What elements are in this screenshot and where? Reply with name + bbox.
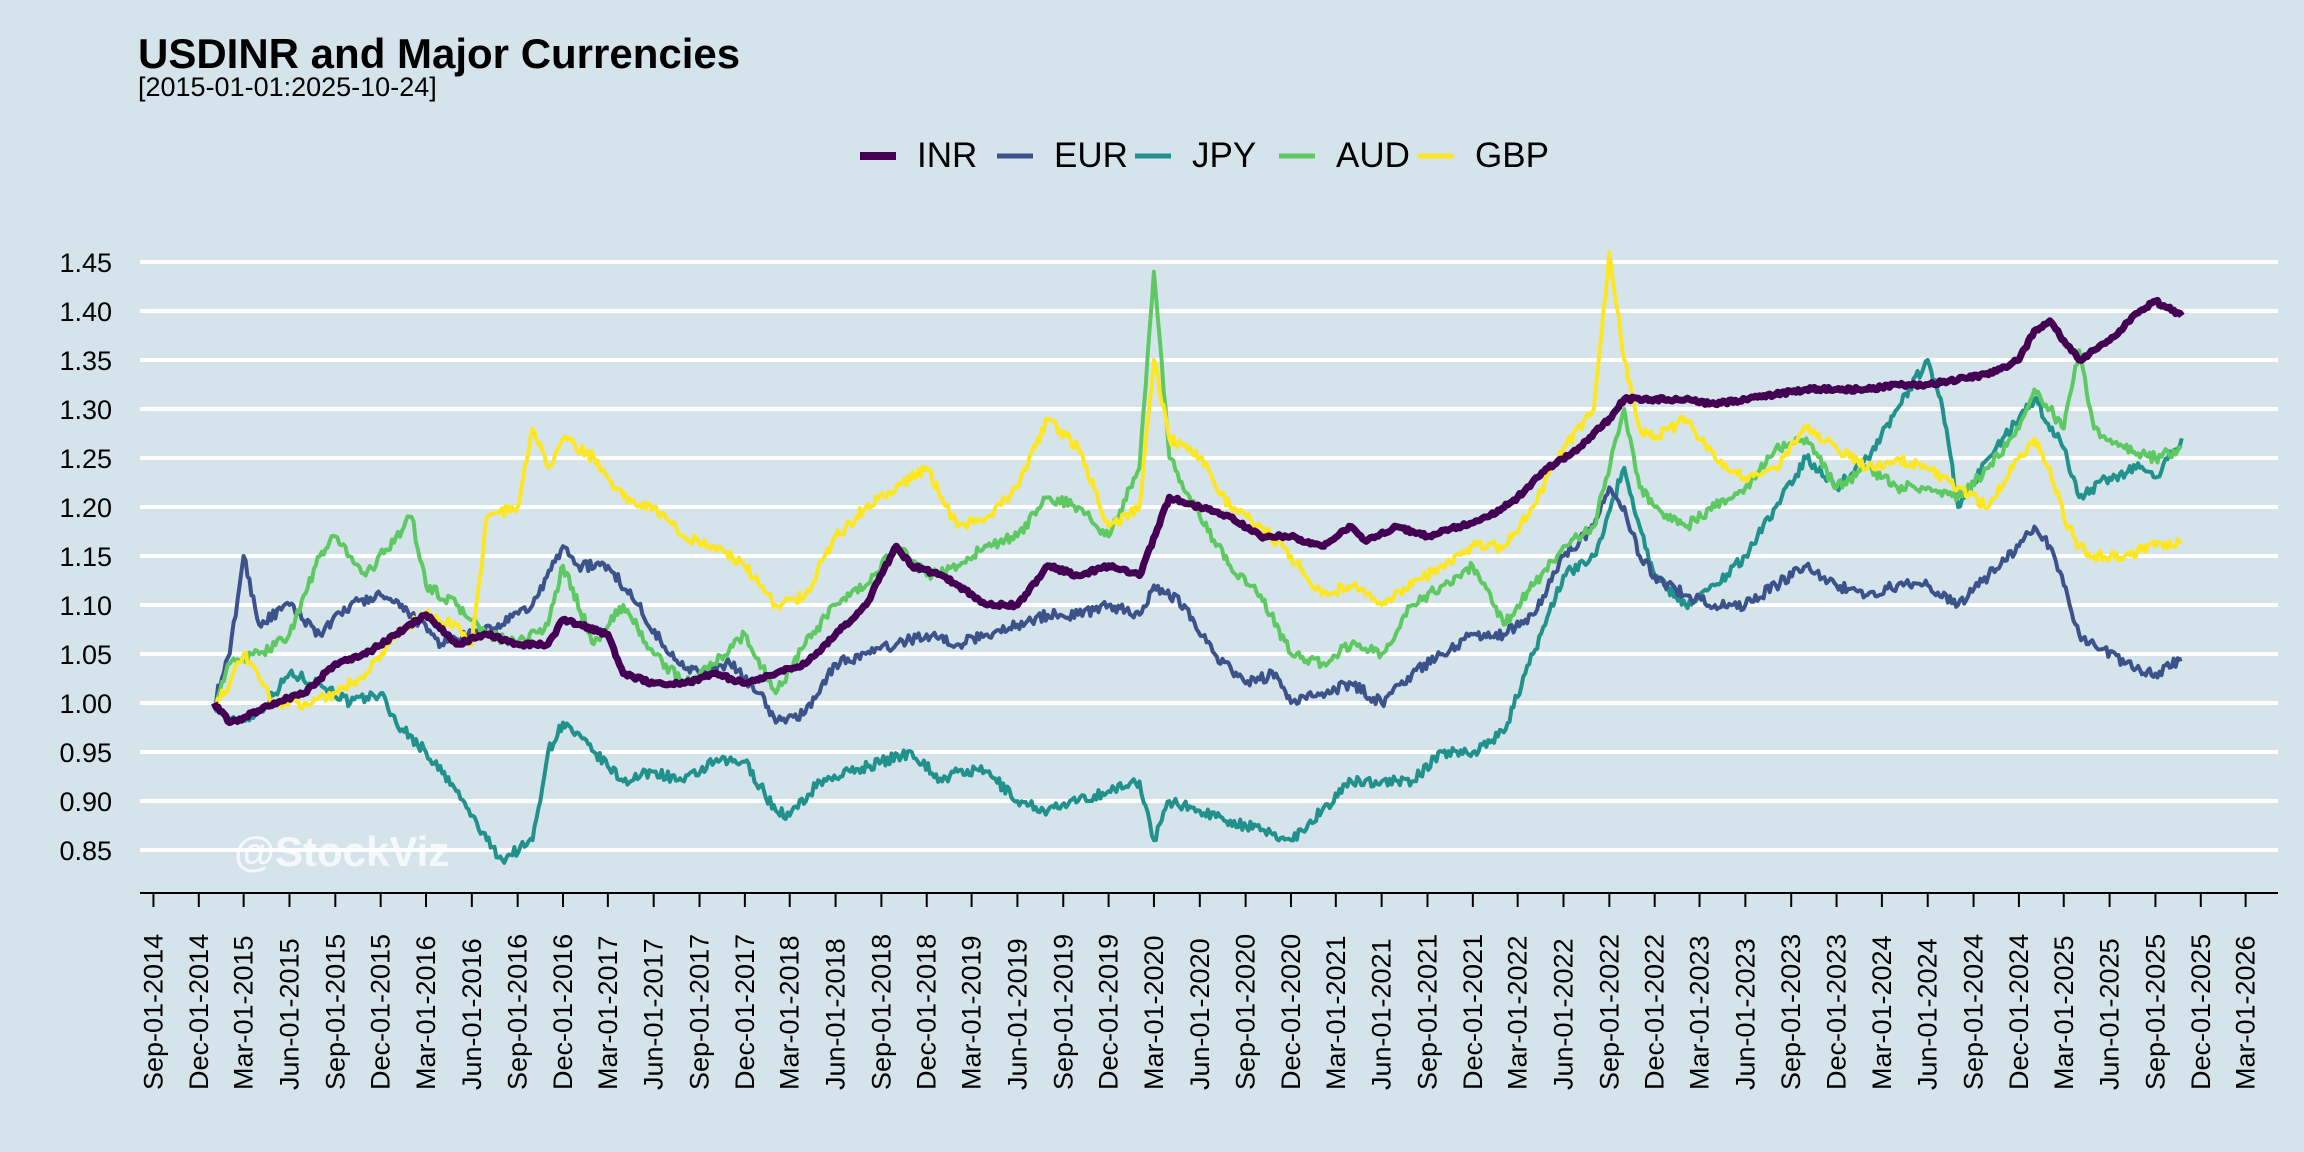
x-tick-label: Mar-01-2020 [1139,935,1169,1090]
x-tick-label: Dec-01-2016 [548,934,578,1090]
legend: INR EUR JPY AUD GBP [860,136,1549,175]
x-tick-label: Sep-01-2019 [1048,934,1078,1090]
x-tick-label: Jun-01-2020 [1185,938,1215,1090]
y-tick-label: 0.90 [59,787,112,817]
x-tick-label: Jun-01-2016 [457,938,487,1090]
x-tick-label: Mar-01-2022 [1503,935,1533,1090]
x-tick-label: Jun-01-2021 [1367,938,1397,1090]
x-tick-label: Mar-01-2021 [1321,935,1351,1090]
y-tick-label: 1.45 [59,248,112,278]
legend-label-aud: AUD [1336,136,1410,175]
x-tick-label: Dec-01-2025 [2186,934,2216,1090]
x-tick-label: Mar-01-2015 [229,935,259,1090]
y-tick-label: 1.10 [59,591,112,621]
series-line-jpy [212,358,2184,865]
y-tick-label: 0.85 [59,836,112,866]
y-tick-label: 1.00 [59,689,112,719]
y-tick-label: 1.35 [59,346,112,376]
x-tick-label: Dec-01-2015 [366,934,396,1090]
legend-label-gbp: GBP [1475,136,1549,175]
x-tick-label: Dec-01-2019 [1094,934,1124,1090]
x-tick-label: Jun-01-2019 [1002,938,1032,1090]
x-tick-label: Jun-01-2023 [1730,938,1760,1090]
x-tick-label: Sep-01-2017 [685,934,715,1090]
x-axis: Sep-01-2014 Dec-01-2014 Mar-01-2015 Jun-01-… [138,892,2278,1090]
x-tick-label: Mar-01-2017 [593,935,623,1090]
x-tick-label: Dec-01-2021 [1458,934,1488,1090]
x-tick-label: Sep-01-2023 [1776,934,1806,1090]
x-tick-label: Dec-01-2017 [730,934,760,1090]
x-tick-label: Sep-01-2016 [503,934,533,1090]
y-tick-label: 1.05 [59,640,112,670]
legend-label-inr: INR [917,136,977,175]
gridlines [140,260,2278,852]
x-tick-label: Mar-01-2016 [411,935,441,1090]
x-tick-label: Dec-01-2023 [1822,934,1852,1090]
x-tick-label: Mar-01-2019 [957,935,987,1090]
y-tick-label: 0.95 [59,738,112,768]
x-tick-label: Sep-01-2021 [1412,934,1442,1090]
x-tick-label: Dec-01-2024 [2004,934,2034,1090]
x-tick-label: Dec-01-2020 [1276,934,1306,1090]
x-tick-label: Jun-01-2015 [274,938,304,1090]
x-tick-label: Jun-01-2025 [2095,938,2125,1090]
y-tick-label: 1.40 [59,297,112,327]
x-tick-label: Sep-01-2018 [866,934,896,1090]
legend-label-eur: EUR [1054,136,1128,175]
x-tick-label: Mar-01-2026 [2231,935,2261,1090]
y-tick-label: 1.15 [59,542,112,572]
y-tick-label: 1.20 [59,493,112,523]
x-tick-label: Sep-01-2022 [1594,934,1624,1090]
series-line-inr [211,296,2185,727]
y-tick-label: 1.25 [59,444,112,474]
x-tick-label: Sep-01-2025 [2140,934,2170,1090]
x-tick-label: Jun-01-2018 [821,938,851,1090]
x-tick-label: Mar-01-2023 [1685,935,1715,1090]
watermark: @StockViz [234,828,449,875]
x-tick-label: Sep-01-2014 [138,934,168,1090]
x-tick-label: Sep-01-2024 [1959,934,1989,1090]
chart-title: USDINR and Major Currencies [138,30,740,77]
chart-subtitle: [2015-01-01:2025-10-24] [138,72,437,102]
series-line-aud [213,269,2183,706]
x-tick-label: Sep-01-2020 [1231,934,1261,1090]
x-tick-label: Jun-01-2022 [1549,938,1579,1090]
x-tick-label: Dec-01-2018 [912,934,942,1090]
x-tick-label: Mar-01-2018 [775,935,805,1090]
series-line-eur [213,485,2183,725]
series-line-gbp [212,250,2183,711]
legend-label-jpy: JPY [1192,136,1256,175]
y-axis: 0.85 0.90 0.95 1.00 1.05 1.10 1.15 1.20 1.25 1.30… [59,248,112,866]
x-tick-label: Dec-01-2014 [184,934,214,1090]
x-tick-label: Jun-01-2017 [639,938,669,1090]
series-lines [211,250,2185,865]
x-tick-label: Dec-01-2022 [1640,934,1670,1090]
x-tick-label: Sep-01-2015 [320,934,350,1090]
x-tick-label: Mar-01-2025 [2049,935,2079,1090]
x-tick-label: Mar-01-2024 [1867,935,1897,1090]
x-tick-label: Jun-01-2024 [1913,938,1943,1090]
y-tick-label: 1.30 [59,395,112,425]
